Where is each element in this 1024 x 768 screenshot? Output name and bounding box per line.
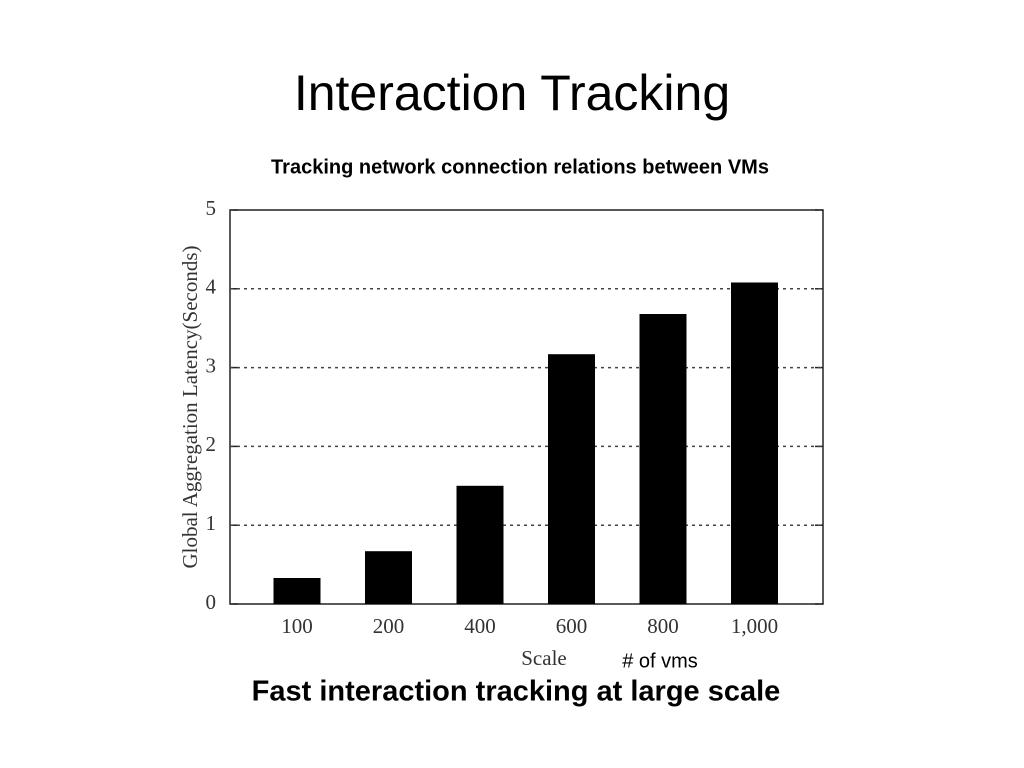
y-tick-label: 0 [206,590,217,614]
chart-subtitle: Tracking network connection relations be… [271,156,769,178]
y-tick-label: 3 [206,353,217,377]
bar [273,577,321,604]
bar [639,314,687,604]
x-tick-label: 200 [373,614,405,638]
x-tick-label: 1,000 [731,614,778,638]
caption: Fast interaction tracking at large scale [252,676,781,708]
x-axis-label: Scale [521,646,566,670]
y-tick-label: 4 [206,275,217,299]
y-tick-label: 1 [206,511,217,535]
x-tick-label: 100 [281,614,313,638]
y-axis-label: Global Aggregation Latency(Seconds) [178,245,202,568]
y-tick-label: 5 [206,196,217,220]
x-tick-label: 400 [464,614,496,638]
x-tick-label: 600 [556,614,588,638]
y-tick-label: 2 [206,432,217,456]
annotation: # of vms [622,650,698,672]
x-tick-label: 800 [647,614,679,638]
slide-title: Interaction Tracking [294,65,730,121]
bar [548,354,595,604]
bar [731,282,778,604]
bar [456,485,504,604]
bar [365,551,412,604]
